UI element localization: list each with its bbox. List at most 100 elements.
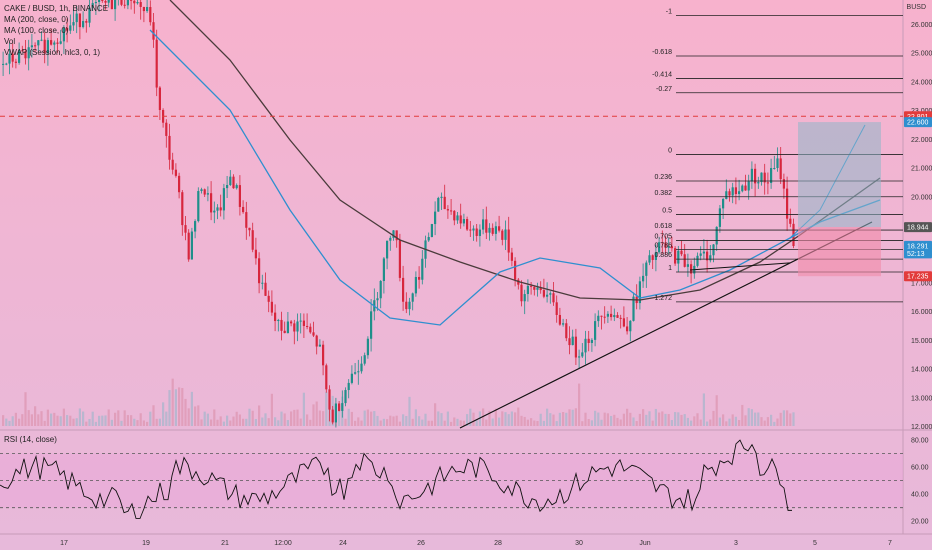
candle-body (485, 219, 488, 233)
candle-body (325, 365, 328, 390)
candle-body (766, 182, 769, 184)
volume-bar (661, 411, 664, 426)
volume-bar (571, 409, 574, 426)
volume-bar (750, 409, 753, 426)
volume-bar (741, 404, 744, 426)
fib-level-label: 0.618 (654, 223, 672, 230)
volume-bar (69, 415, 72, 426)
candle-body (261, 282, 264, 284)
ma100-legend[interactable]: MA (100, close, 0) (4, 26, 69, 35)
volume-bar (587, 419, 590, 426)
rsi-tick-label: 60.00 (911, 465, 929, 472)
candle-body (562, 323, 565, 325)
candle-body (664, 242, 667, 248)
time-tick-label: 3 (734, 540, 738, 547)
vol-legend[interactable]: Vol (4, 37, 16, 46)
candle-body (450, 210, 453, 212)
volume-bar (158, 418, 161, 426)
candle-body (59, 41, 62, 44)
volume-bar (104, 415, 107, 426)
candle-body (546, 294, 549, 297)
candle-body (78, 13, 81, 28)
time-tick-label: 19 (142, 540, 150, 547)
volume-bar (600, 419, 603, 426)
candle-body (725, 191, 728, 200)
volume-bar (693, 416, 696, 426)
candle-body (622, 318, 625, 327)
volume-bar (309, 419, 312, 426)
volume-bar (622, 413, 625, 426)
candle-body (594, 321, 597, 340)
volume-bar (184, 398, 187, 426)
volume-bar (267, 418, 270, 426)
volume-bar (683, 414, 686, 426)
volume-bar (200, 419, 203, 426)
candle-body (626, 326, 629, 332)
currency-label: BUSD (906, 4, 926, 11)
volume-bar (350, 411, 353, 426)
volume-bar (219, 416, 222, 426)
candle-body (331, 409, 334, 423)
volume-bar (501, 411, 504, 426)
volume-bar (171, 378, 174, 426)
candle-body (571, 336, 574, 346)
volume-bar (40, 411, 43, 426)
volume-bar (78, 408, 81, 426)
candle-body (174, 169, 177, 176)
fib-level-label: 0.786 (654, 243, 672, 250)
candle-body (731, 187, 734, 196)
volume-bar (136, 420, 139, 426)
candle-body (219, 207, 222, 211)
candle-body (597, 315, 600, 322)
candle-body (53, 42, 56, 45)
candle-body (699, 253, 702, 256)
volume-bar (130, 415, 133, 426)
candle-body (283, 330, 286, 334)
candle-body (130, 0, 133, 1)
time-tick-label: Jun (639, 540, 650, 547)
price-tick-label: 13.000 (911, 395, 932, 402)
price-tag-label: 17.235 (907, 274, 929, 281)
volume-bar (475, 420, 478, 426)
candle-body (347, 382, 350, 391)
volume-bar (440, 413, 443, 426)
volume-bar (514, 412, 517, 426)
volume-bar (318, 410, 321, 426)
ma200-legend[interactable]: MA (200, close, 0) (4, 15, 69, 24)
volume-bar (126, 415, 129, 426)
fib-level-label: 0.705 (654, 233, 672, 240)
candle-body (405, 301, 408, 310)
candle-body (379, 280, 382, 299)
candle-body (290, 321, 293, 324)
candle-body (190, 231, 193, 260)
candle-body (616, 315, 619, 318)
candle-body (104, 0, 107, 3)
volume-bar (155, 418, 158, 426)
candle-body (734, 187, 737, 195)
candle-body (520, 284, 523, 302)
volume-bar (651, 420, 654, 426)
candle-body (309, 326, 312, 333)
volume-bar (667, 414, 670, 426)
candle-body (206, 193, 209, 195)
rsi-legend[interactable]: RSI (14, close) (4, 435, 57, 444)
volume-bar (50, 413, 53, 426)
candle-body (226, 185, 229, 189)
volume-bar (632, 417, 635, 426)
volume-bar (133, 418, 136, 426)
candle-body (251, 230, 254, 250)
price-tag-label: 18.291 (907, 243, 929, 250)
volume-bar (629, 412, 632, 426)
volume-bar (507, 414, 510, 426)
volume-bar (149, 411, 152, 426)
volume-bar (270, 393, 273, 426)
volume-bar (165, 411, 168, 426)
candle-body (114, 0, 117, 10)
candle-body (350, 373, 353, 383)
vwap-legend[interactable]: VWAP (Session, hlc3, 0, 1) (4, 48, 101, 57)
fib-level-label: 0.382 (654, 190, 672, 197)
volume-bar (466, 414, 469, 426)
volume-bar (581, 421, 584, 426)
